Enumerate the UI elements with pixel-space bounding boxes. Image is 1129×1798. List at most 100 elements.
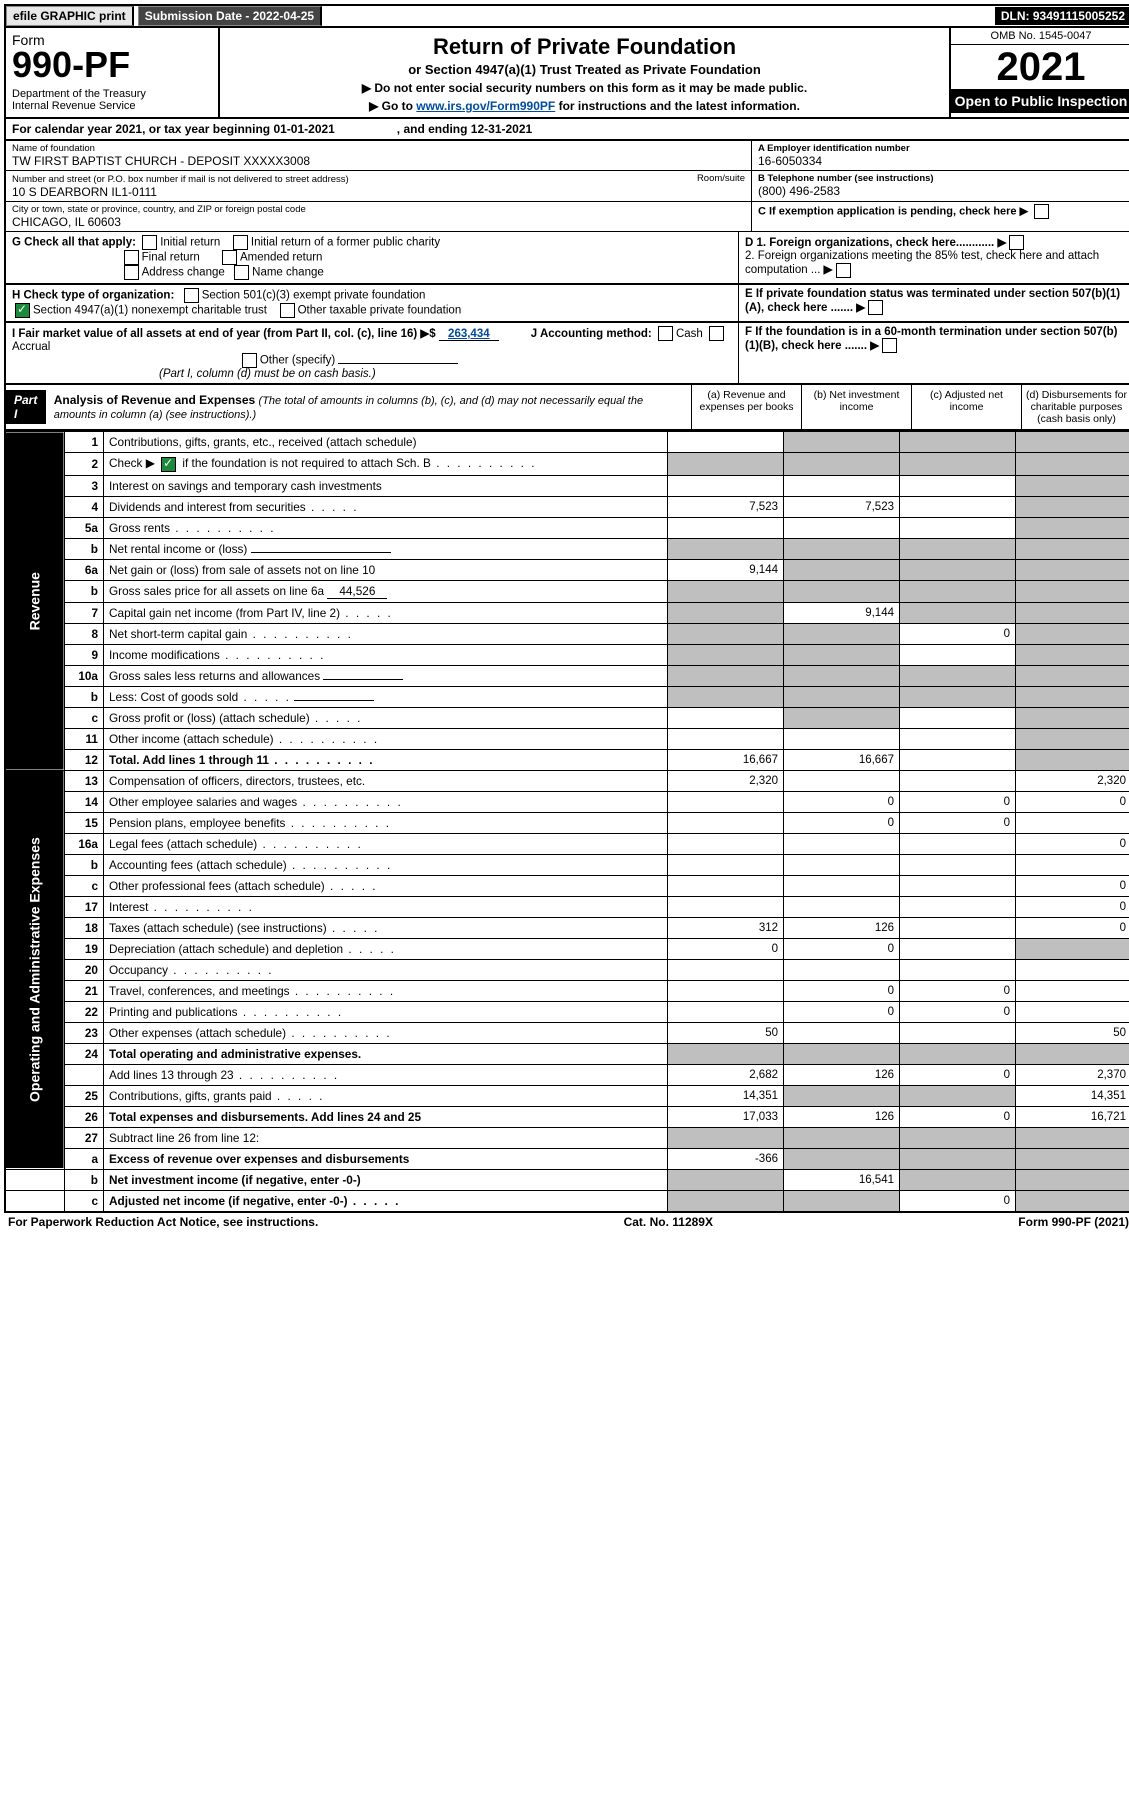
header-right: OMB No. 1545-0047 2021 Open to Public In… xyxy=(949,28,1129,117)
line-desc: Check ▶ if the foundation is not require… xyxy=(104,453,668,475)
amt-b: 126 xyxy=(784,917,900,938)
line-num: b xyxy=(65,580,104,602)
d2-checkbox[interactable] xyxy=(836,263,851,278)
amt-d: 16,721 xyxy=(1016,1106,1129,1127)
g-name-checkbox[interactable] xyxy=(234,265,249,280)
l8-text: Net short-term capital gain xyxy=(109,627,247,641)
l11-text: Other income (attach schedule) xyxy=(109,732,274,746)
submission-date: Submission Date - 2022-04-25 xyxy=(138,6,322,26)
city-value: CHICAGO, IL 60603 xyxy=(12,215,745,229)
line-num: 22 xyxy=(65,1001,104,1022)
table-row: cAdjusted net income (if negative, enter… xyxy=(5,1190,1129,1212)
l5b-text: Net rental income or (loss) xyxy=(109,542,247,556)
goto-pre: ▶ Go to xyxy=(369,99,416,113)
schb-checkbox[interactable] xyxy=(161,457,176,472)
footer-left: For Paperwork Reduction Act Notice, see … xyxy=(8,1215,318,1229)
j-opt-1: Accrual xyxy=(12,341,50,353)
table-row: Add lines 13 through 232,68212602,370 xyxy=(5,1064,1129,1085)
l16b-text: Accounting fees (attach schedule) xyxy=(109,858,287,872)
h2-checkbox[interactable] xyxy=(15,303,30,318)
form-subtitle: or Section 4947(a)(1) Trust Treated as P… xyxy=(226,62,943,77)
header-left: Form 990-PF Department of the Treasury I… xyxy=(6,28,220,117)
amt-d: 14,351 xyxy=(1016,1085,1129,1106)
line-num: 4 xyxy=(65,496,104,517)
line-num: 8 xyxy=(65,623,104,644)
g-address-checkbox[interactable] xyxy=(124,265,139,280)
j-other-checkbox[interactable] xyxy=(242,353,257,368)
col-d-head: (d) Disbursements for charitable purpose… xyxy=(1021,385,1129,429)
e-checkbox[interactable] xyxy=(868,300,883,315)
table-row: 20Occupancy xyxy=(5,959,1129,980)
table-row: 27Subtract line 26 from line 12: xyxy=(5,1127,1129,1148)
line-desc: Gross rents xyxy=(104,517,668,538)
line-desc: Total. Add lines 1 through 11 xyxy=(104,749,668,770)
j-note: (Part I, column (d) must be on cash basi… xyxy=(159,368,376,380)
c-checkbox[interactable] xyxy=(1034,204,1049,219)
table-row: c Gross profit or (loss) (attach schedule… xyxy=(5,707,1129,728)
amt-d xyxy=(1016,432,1129,453)
l10c-text: Gross profit or (loss) (attach schedule) xyxy=(109,711,310,725)
foundation-name: TW FIRST BAPTIST CHURCH - DEPOSIT XXXXX3… xyxy=(12,154,745,168)
table-row: 22Printing and publications00 xyxy=(5,1001,1129,1022)
h3-checkbox[interactable] xyxy=(280,303,295,318)
line-desc: Occupancy xyxy=(104,959,668,980)
g-initial-checkbox[interactable] xyxy=(142,235,157,250)
line-num: 10a xyxy=(65,665,104,686)
line-num: 11 xyxy=(65,728,104,749)
amt-a: 16,667 xyxy=(668,749,784,770)
amt-d: 2,370 xyxy=(1016,1064,1129,1085)
table-row: 21Travel, conferences, and meetings00 xyxy=(5,980,1129,1001)
top-bar: efile GRAPHIC print Submission Date - 20… xyxy=(4,4,1129,28)
f-checkbox[interactable] xyxy=(882,338,897,353)
j-cash-checkbox[interactable] xyxy=(658,326,673,341)
l10a-fill xyxy=(323,679,403,680)
h1-checkbox[interactable] xyxy=(184,288,199,303)
line-desc: Add lines 13 through 23 xyxy=(104,1064,668,1085)
table-row: bNet investment income (if negative, ent… xyxy=(5,1169,1129,1190)
part1-label: Part I xyxy=(6,390,46,424)
form-link[interactable]: www.irs.gov/Form990PF xyxy=(416,99,555,113)
table-row: 8Net short-term capital gain0 xyxy=(5,623,1129,644)
e-section: E If private foundation status was termi… xyxy=(738,285,1129,321)
table-row: 17Interest0 xyxy=(5,896,1129,917)
g-amended-checkbox[interactable] xyxy=(222,250,237,265)
l9-text: Income modifications xyxy=(109,648,220,662)
amt-b: 16,667 xyxy=(784,749,900,770)
line-desc: Interest xyxy=(104,896,668,917)
g-final-checkbox[interactable] xyxy=(124,250,139,265)
line-desc: Contributions, gifts, grants, etc., rece… xyxy=(104,432,668,453)
amt-a: -366 xyxy=(668,1148,784,1169)
l7-text: Capital gain net income (from Part IV, l… xyxy=(109,606,340,620)
line-desc: Net investment income (if negative, ente… xyxy=(104,1169,668,1190)
efile-print-button[interactable]: efile GRAPHIC print xyxy=(6,6,134,26)
l2-pre: Check ▶ xyxy=(109,456,155,470)
h-e-row: H Check type of organization: Section 50… xyxy=(4,285,1129,323)
arrow-icon: ▶$ xyxy=(420,328,435,340)
line-desc: Travel, conferences, and meetings xyxy=(104,980,668,1001)
g-section: G Check all that apply: Initial return I… xyxy=(6,232,738,283)
d1-checkbox[interactable] xyxy=(1009,235,1024,250)
table-row: 11 Other income (attach schedule) xyxy=(5,728,1129,749)
line-num: c xyxy=(65,707,104,728)
h-section: H Check type of organization: Section 50… xyxy=(6,285,738,321)
line-num: c xyxy=(65,875,104,896)
street-label: Number and street (or P.O. box number if… xyxy=(12,174,349,185)
ein-value: 16-6050334 xyxy=(758,154,1125,168)
g-initial-former-checkbox[interactable] xyxy=(233,235,248,250)
l10a-text: Gross sales less returns and allowances xyxy=(109,669,320,683)
arrow-icon: ▶ xyxy=(824,264,833,276)
line-num: 14 xyxy=(65,791,104,812)
amt-b: 7,523 xyxy=(784,496,900,517)
cal-mid: , and ending xyxy=(397,122,471,136)
l5b-fill xyxy=(251,552,391,553)
j-accrual-checkbox[interactable] xyxy=(709,326,724,341)
g-opt-4: Address change xyxy=(142,267,225,279)
line-num: 19 xyxy=(65,938,104,959)
revenue-sidebar: Revenue xyxy=(5,432,65,770)
phone-cell: B Telephone number (see instructions) (8… xyxy=(751,171,1129,202)
l5a-text: Gross rents xyxy=(109,521,170,535)
line-desc: Other expenses (attach schedule) xyxy=(104,1022,668,1043)
h2-text: Section 4947(a)(1) nonexempt charitable … xyxy=(33,305,267,317)
g-opt-0: Initial return xyxy=(160,237,220,249)
line-desc: Dividends and interest from securities xyxy=(104,496,668,517)
